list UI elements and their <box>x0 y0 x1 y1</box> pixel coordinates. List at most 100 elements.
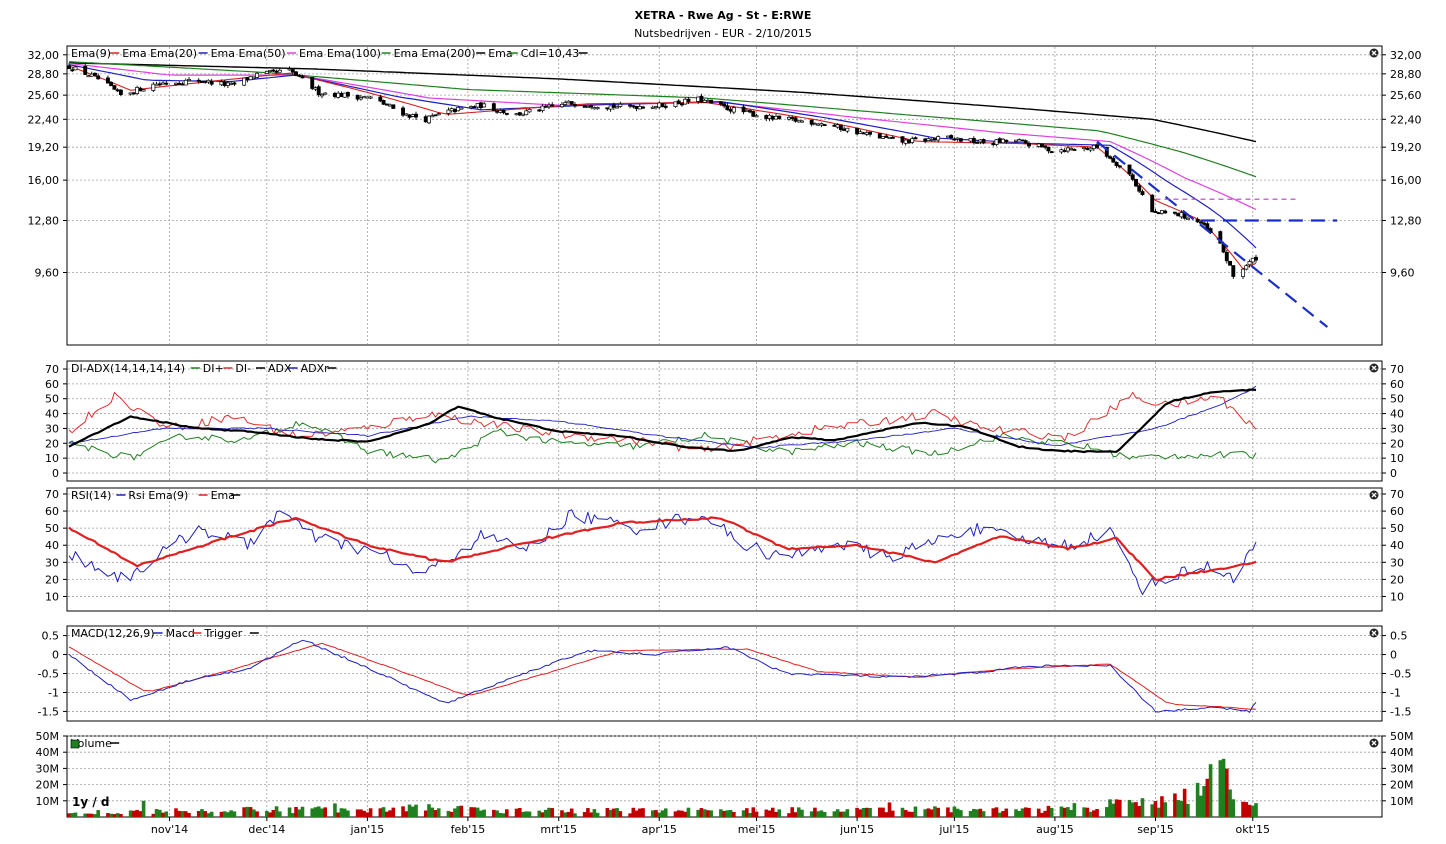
volume-bar-218 <box>1059 806 1064 817</box>
price-candle-260 <box>1247 261 1252 266</box>
rsi-ytick-right-5: 20 <box>1390 573 1404 586</box>
price-candle-200 <box>975 141 980 144</box>
volume-bar-129 <box>654 810 658 817</box>
volume-bars <box>67 758 1258 817</box>
rsi-ytick-left-1: 60 <box>45 505 59 518</box>
volume-bar-225 <box>1088 811 1093 817</box>
price-candle-77 <box>414 113 418 118</box>
price-candle-71 <box>388 104 393 107</box>
volume-bar-185 <box>907 811 911 817</box>
volume-bar-233 <box>1127 799 1132 817</box>
volume-bar-121 <box>615 808 619 817</box>
price-candle-89 <box>472 106 477 109</box>
volume-bar-118 <box>605 807 610 817</box>
price-candle-177 <box>868 131 873 135</box>
price-candle-262 <box>1254 256 1258 261</box>
price-candle-65 <box>362 96 367 99</box>
macd-ytick-left-3: -1 <box>48 686 59 699</box>
volume-bar-173 <box>855 807 859 817</box>
volume-bar-115 <box>589 812 593 817</box>
volume-bar-124 <box>631 807 636 817</box>
price-candle-42 <box>255 72 260 78</box>
price-candle-6 <box>92 72 97 76</box>
volume-bar-73 <box>401 806 405 817</box>
price-candle-213 <box>1036 143 1041 147</box>
macd-ytick-right-0: 0.5 <box>1390 630 1408 643</box>
volume-bar-59 <box>336 812 340 817</box>
volume-bar-210 <box>1020 808 1025 817</box>
volume-bar-8 <box>106 813 110 817</box>
rsi-legend-1: Rsi Ema(9) <box>128 489 188 502</box>
price-candle-170 <box>838 124 843 131</box>
adx-ytick-left-3: 40 <box>45 408 59 421</box>
price-candle-127 <box>641 106 645 109</box>
volume-bar-189 <box>926 808 931 817</box>
price-candle-238 <box>1150 194 1155 213</box>
volume-bar-236 <box>1137 805 1142 817</box>
price-candle-14 <box>131 92 136 95</box>
price-candle-9 <box>109 81 114 87</box>
volume-ytick-right-1: 40M <box>1390 746 1414 759</box>
rsi-ytick-left-0: 70 <box>45 488 59 501</box>
price-candle-141 <box>705 100 710 103</box>
price-candle-79 <box>427 115 431 124</box>
volume-bar-127 <box>641 808 645 817</box>
volume-bar-175 <box>861 807 866 817</box>
x-tick-label-7: jun'15 <box>839 823 874 836</box>
price-candle-216 <box>1046 146 1051 152</box>
price-candle-39 <box>245 77 250 81</box>
rsi-ytick-right-1: 60 <box>1390 505 1404 518</box>
volume-bar-205 <box>997 812 1002 817</box>
volume-bar-158 <box>787 813 791 817</box>
rsi-legend-2: Ema <box>211 489 235 502</box>
price-candle-134 <box>676 100 681 105</box>
price-ytick-left-2: 25,60 <box>28 89 60 102</box>
price-candle-223 <box>1082 147 1087 150</box>
volume-bar-242 <box>1163 802 1167 817</box>
volume-ytick-right-3: 20M <box>1390 779 1414 792</box>
price-candle-136 <box>683 98 688 105</box>
price-candle-259 <box>1244 265 1249 270</box>
price-candle-98 <box>514 113 519 116</box>
volume-bar-15 <box>135 809 139 817</box>
volume-bar-258 <box>1241 801 1245 817</box>
volume-bar-252 <box>1208 764 1213 817</box>
price-candle-57 <box>323 92 328 95</box>
volume-bar-31 <box>206 813 211 817</box>
volume-bar-148 <box>741 810 746 817</box>
volume-bar-134 <box>676 810 681 817</box>
volume-bar-224 <box>1085 807 1090 817</box>
price-candle-8 <box>105 77 110 84</box>
volume-bar-57 <box>323 807 328 817</box>
volume-bar-227 <box>1095 809 1099 817</box>
price-candle-12 <box>118 89 123 95</box>
price-candle-82 <box>436 113 441 116</box>
volume-bar-171 <box>842 811 846 817</box>
price-candle-249 <box>1198 221 1203 224</box>
price-candle-68 <box>378 96 383 102</box>
x-tick-label-2: jan'15 <box>349 823 384 836</box>
price-legend-2: Ema Ema(50) <box>211 47 286 60</box>
price-ytick-left-5: 16,00 <box>28 174 60 187</box>
price-candle-56 <box>320 93 324 97</box>
price-candle-139 <box>699 95 704 103</box>
volume-bar-167 <box>822 811 827 817</box>
volume-bar-53 <box>310 808 315 817</box>
price-candle-147 <box>731 107 736 113</box>
volume-bar-103 <box>537 810 542 817</box>
price-candle-137 <box>686 98 691 102</box>
price-candle-181 <box>887 136 892 139</box>
volume-bar-131 <box>660 810 665 817</box>
volume-bar-151 <box>751 807 756 817</box>
volume-bar-193 <box>946 807 950 817</box>
volume-bar-64 <box>359 809 363 817</box>
volume-bar-10 <box>112 814 117 817</box>
volume-bar-47 <box>278 811 282 817</box>
volume-ytick-left-0: 50M <box>36 730 60 743</box>
price-candle-132 <box>663 105 668 108</box>
price-trendline-0 <box>1096 140 1329 328</box>
volume-bar-221 <box>1069 809 1073 817</box>
volume-bar-88 <box>469 807 473 817</box>
price-candle-116 <box>592 107 597 110</box>
price-candle-244 <box>1176 213 1181 217</box>
